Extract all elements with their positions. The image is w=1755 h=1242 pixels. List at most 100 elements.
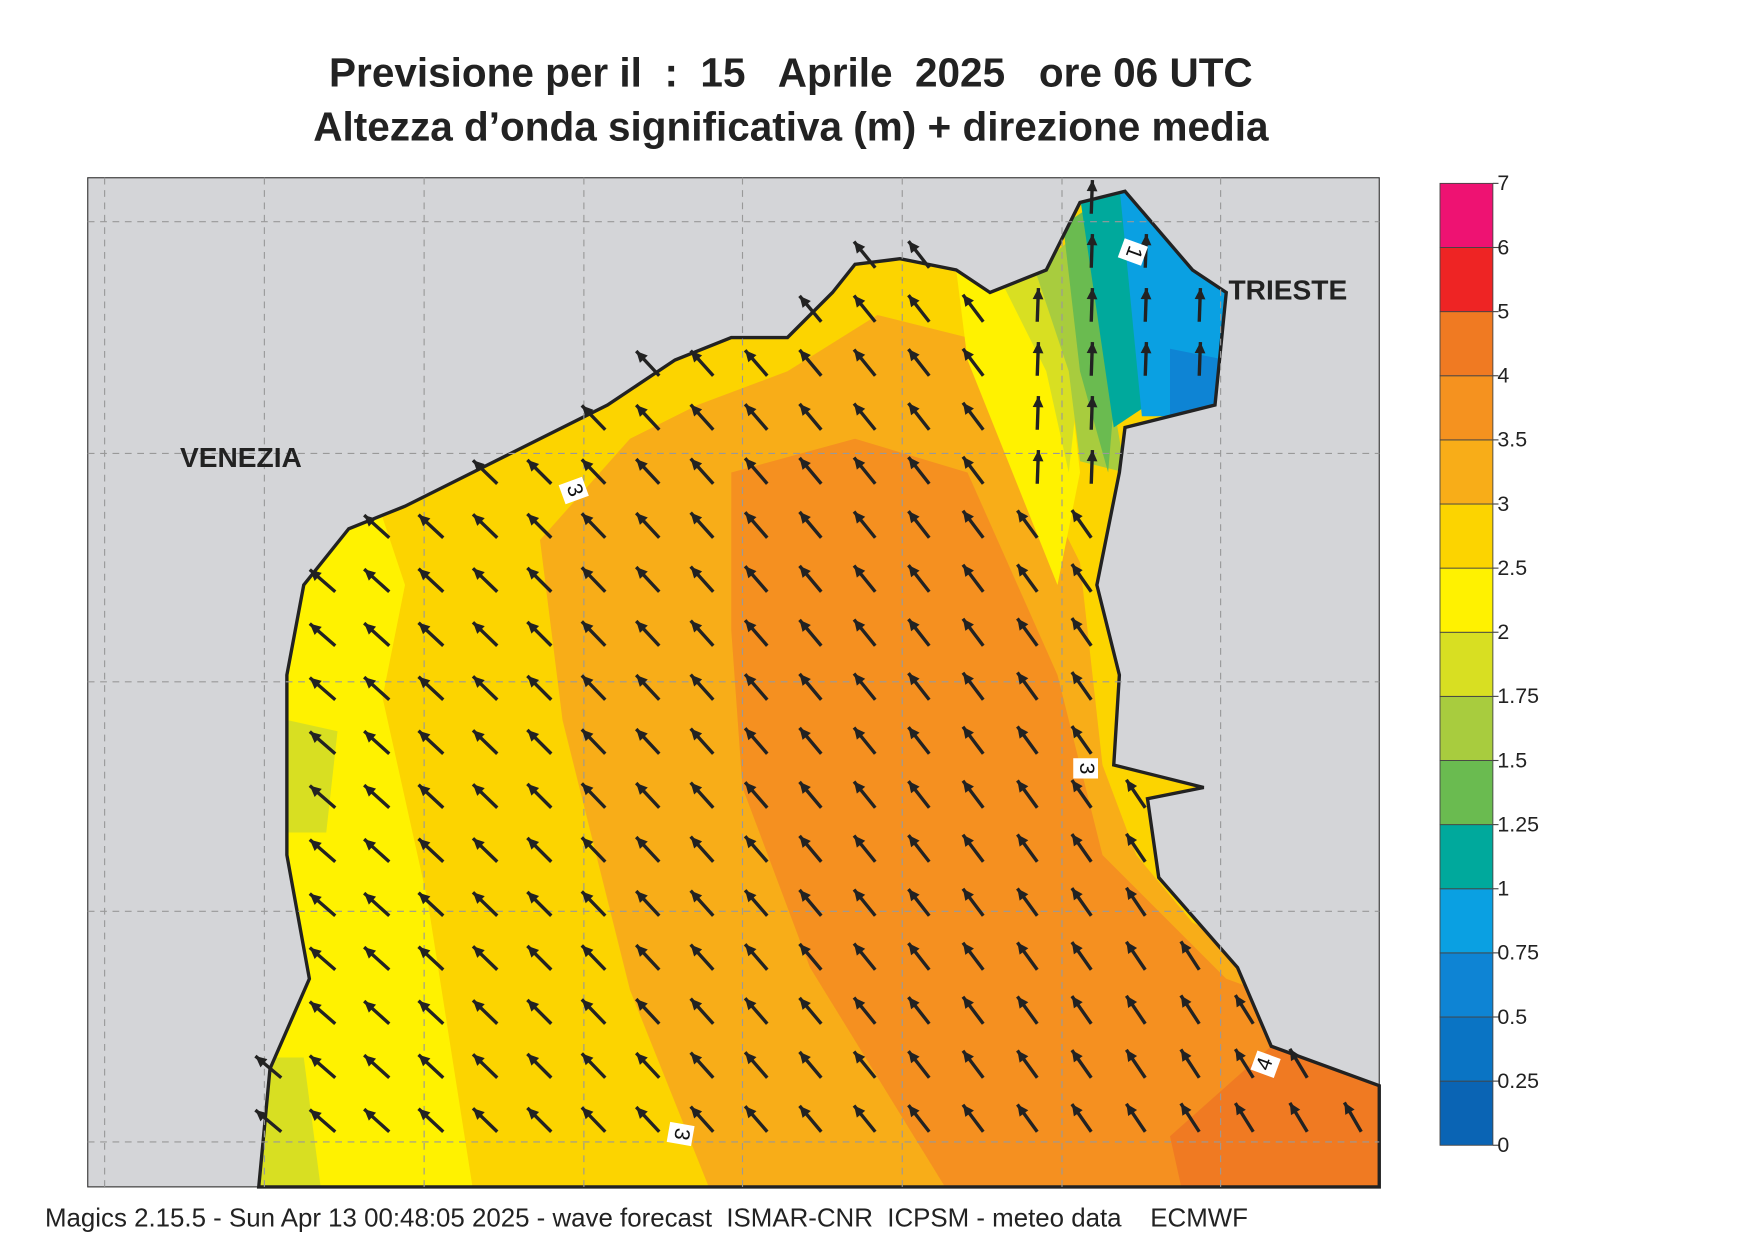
colorbar-segment [1439, 695, 1494, 761]
arrow [1016, 887, 1039, 917]
arrow [417, 1053, 445, 1079]
arrow [743, 1051, 769, 1079]
arrow [471, 1053, 499, 1079]
arrow-head [854, 997, 866, 1010]
arrow [1070, 779, 1093, 809]
arrow-head [581, 783, 594, 796]
arrow-head [309, 785, 322, 797]
colorbar: 0 0.25 0.5 0.75 1 1.25 1.5 1.75 2 2.5 3 3.5 4 5 6 7 [1439, 171, 1539, 1157]
arrow-head [527, 621, 540, 634]
arrow-head [908, 565, 920, 578]
arrow [526, 944, 553, 971]
arrow [852, 456, 877, 485]
arrow-head [636, 351, 648, 363]
arrow-head [908, 295, 920, 308]
arrow-head [690, 512, 703, 525]
arrow-head [690, 620, 703, 633]
colorbar-tick-label: 1 [1497, 877, 1509, 901]
arrow-head [854, 1105, 866, 1118]
arrow [1016, 725, 1039, 755]
arrow [471, 783, 499, 809]
arrow-head [1071, 996, 1083, 1009]
arrow [580, 620, 607, 647]
arrow [907, 996, 931, 1025]
arrow [852, 780, 877, 809]
arrow-head [1017, 888, 1029, 901]
arrow-head [527, 513, 540, 526]
arrow-head [690, 998, 703, 1011]
arrow-head [854, 241, 866, 254]
arrow [308, 1000, 337, 1026]
arrow [634, 997, 661, 1025]
arrow [852, 996, 877, 1025]
arrow-head [799, 889, 811, 902]
arrow-head [799, 943, 811, 956]
arrow [907, 780, 931, 809]
arrow [743, 727, 769, 755]
arrow-head [1086, 342, 1098, 354]
arrow-head [255, 1110, 268, 1122]
arrow-head [799, 295, 811, 308]
arrow-head [364, 893, 377, 905]
arrow [634, 619, 661, 647]
arrow-head [472, 676, 485, 688]
arrow-head [690, 782, 703, 795]
arrow [1124, 778, 1147, 809]
arrow-head [854, 943, 866, 956]
arrow-head [581, 621, 594, 634]
arrow [526, 458, 553, 485]
arrow [363, 945, 391, 972]
arrow [907, 888, 931, 917]
arrow-head [1344, 1102, 1355, 1115]
arrow [961, 941, 985, 971]
arrow-head [962, 564, 974, 577]
arrow-head [799, 565, 811, 578]
arrow [634, 349, 661, 377]
arrow [1233, 994, 1255, 1025]
arrow-head [690, 1052, 703, 1065]
contour-label-box [1073, 758, 1098, 779]
arrow-head [745, 890, 757, 903]
arrow [580, 890, 607, 917]
arrow-head [1017, 1104, 1029, 1117]
graticule [87, 177, 1380, 1187]
arrow [961, 995, 985, 1025]
arrow-head [309, 1001, 322, 1013]
arrow-head [309, 569, 322, 581]
arrow [961, 293, 985, 323]
arrow [798, 726, 823, 755]
arrow-head [364, 947, 377, 959]
arrow-head [364, 1109, 377, 1121]
colorbar-segment [1439, 311, 1494, 377]
arrow [798, 618, 823, 647]
arrow [1070, 941, 1093, 971]
colorbar-tick-label: 0.25 [1497, 1069, 1539, 1093]
subtitle: Altezza d’onda significativa (m) + direz… [313, 104, 1269, 150]
arrow [526, 1106, 553, 1133]
arrow [961, 617, 985, 647]
colorbar-segment [1439, 888, 1494, 954]
arrow-head [581, 459, 594, 472]
arrow-head [962, 888, 974, 901]
arrow [852, 240, 877, 269]
arrow-head [908, 349, 920, 362]
arrow [634, 1051, 661, 1079]
arrow [907, 726, 931, 755]
arrow-head [1235, 1049, 1246, 1062]
arrow-head [1180, 1103, 1192, 1116]
arrow [1233, 1048, 1255, 1079]
arrow [1070, 671, 1093, 701]
arrow-head [690, 728, 703, 741]
arrow [1016, 779, 1039, 809]
arrow [1179, 940, 1201, 971]
arrow [1070, 563, 1093, 593]
arrow-head [908, 943, 920, 956]
arrow-head [908, 403, 920, 416]
arrow [689, 943, 715, 971]
arrow [1070, 617, 1093, 647]
arrow [417, 999, 445, 1025]
arrow [580, 404, 607, 431]
arrow [852, 510, 877, 539]
arrow-head [581, 837, 594, 850]
arrow-head [1071, 726, 1083, 739]
